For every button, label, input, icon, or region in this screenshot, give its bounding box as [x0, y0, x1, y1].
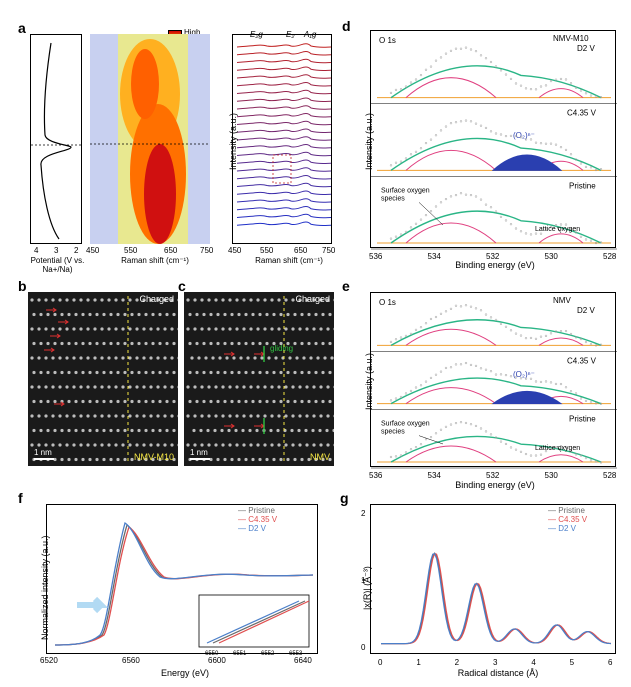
xf-t1: 6560	[122, 656, 140, 665]
svg-text:D2 V: D2 V	[577, 306, 595, 315]
ramanlines-t3: 650	[294, 246, 307, 255]
legend-f: — Pristine — C4.35 V — D2 V	[238, 506, 277, 533]
ramanmap-t1: 450	[86, 246, 99, 255]
ramanlines-t2: 550	[260, 246, 273, 255]
svg-text:528: 528	[603, 471, 617, 480]
svg-text:Surface oxygen: Surface oxygen	[381, 187, 430, 194]
potential-tick-4: 4	[34, 246, 38, 255]
svg-text:C4.35 V: C4.35 V	[567, 109, 597, 118]
svg-text:6: 6	[608, 658, 613, 667]
label-a: a	[18, 20, 26, 36]
svg-text:4: 4	[531, 658, 536, 667]
svg-text:D2 V: D2 V	[577, 44, 595, 53]
label-e: e	[342, 278, 350, 294]
svg-text:C4.35 V: C4.35 V	[567, 356, 597, 365]
scalebar-c: 1 nm	[190, 448, 210, 460]
scalebar-b: 1 nm	[34, 448, 54, 460]
stem-image-b: Charged NMV-M10 1 nm	[28, 292, 178, 466]
svg-text:2: 2	[455, 658, 460, 667]
gliding-label: gliding	[270, 344, 293, 353]
svg-text:1: 1	[416, 658, 421, 667]
xanes-ylabel: Normalized intensity (a.u.)	[40, 535, 50, 640]
xps-e: O 1sNMVD2 V(O₂)ⁿ⁻C4.35 VPristineSurface …	[370, 292, 616, 467]
svg-text:NMV-M10: NMV-M10	[553, 34, 589, 43]
xps-d-xlabel: Binding energy (eV)	[440, 260, 550, 270]
potential-tick-2: 2	[74, 246, 78, 255]
svg-text:2: 2	[361, 509, 366, 518]
svg-text:5: 5	[570, 658, 575, 667]
raman-map	[90, 34, 210, 244]
xps-d-ylabel: Intensity (a.u.)	[364, 113, 374, 170]
mode-e2g: E₂g	[250, 30, 263, 39]
label-d: d	[342, 18, 351, 34]
svg-text:Lattice oxygen: Lattice oxygen	[535, 226, 580, 233]
potential-tick-3: 3	[54, 246, 58, 255]
sample-c: NMV	[310, 452, 330, 462]
svg-text:species: species	[381, 429, 405, 436]
mode-a1g: A₁g	[304, 30, 316, 39]
svg-text:6551: 6551	[233, 651, 247, 655]
ramanlines-t1: 450	[228, 246, 241, 255]
label-b: b	[18, 278, 27, 294]
xps-d: O 1sNMV-M10D2 V(O₂)ⁿ⁻C4.35 VPristineSurf…	[370, 30, 616, 248]
svg-text:Lattice oxygen: Lattice oxygen	[535, 445, 580, 452]
svg-text:6552: 6552	[261, 651, 275, 655]
ramanlines-t4: 750	[322, 246, 335, 255]
xf-t0: 6520	[40, 656, 58, 665]
ramanlines-xlabel: Raman shift (cm⁻¹)	[244, 256, 334, 265]
svg-text:species: species	[381, 195, 405, 202]
svg-text:0: 0	[378, 658, 383, 667]
exafs-ylabel: |x(R)| (Å⁻³)	[362, 566, 373, 610]
svg-text:O 1s: O 1s	[379, 298, 396, 307]
svg-text:Pristine: Pristine	[569, 415, 596, 424]
ramanmap-t3: 650	[164, 246, 177, 255]
potential-chart	[30, 34, 82, 244]
potential-xlabel: Potential (V vs. Na+/Na)	[20, 256, 95, 274]
svg-text:528: 528	[603, 252, 617, 261]
xps-e-xlabel: Binding energy (eV)	[440, 480, 550, 490]
xf-t3: 6640	[294, 656, 312, 665]
svg-text:Pristine: Pristine	[569, 181, 596, 190]
ramanlines-ylabel: Intensity (a.u.)	[228, 113, 238, 170]
exafs-xlabel: Radical distance (Å)	[448, 668, 548, 678]
mode-e2: E₂	[286, 30, 294, 39]
svg-text:3: 3	[493, 658, 498, 667]
raman-lines	[232, 34, 332, 244]
svg-text:O 1s: O 1s	[379, 36, 396, 45]
legend-g: — Pristine — C4.35 V — D2 V	[548, 506, 587, 533]
svg-text:6550: 6550	[205, 651, 219, 655]
svg-text:Surface oxygen: Surface oxygen	[381, 421, 430, 428]
charged-c: Charged	[295, 294, 330, 304]
xanes-xlabel: Energy (eV)	[150, 668, 220, 678]
stem-image-c: Charged NMV gliding 1 nm	[184, 292, 334, 466]
ramanmap-t4: 750	[200, 246, 213, 255]
svg-text:530: 530	[545, 471, 559, 480]
xf-t2: 6600	[208, 656, 226, 665]
ramanmap-xlabel: Raman shift (cm⁻¹)	[110, 256, 200, 265]
sample-b: NMV-M10	[134, 452, 174, 462]
svg-text:536: 536	[369, 252, 383, 261]
xps-e-ylabel: Intensity (a.u.)	[364, 353, 374, 410]
ramanmap-t2: 550	[124, 246, 137, 255]
xanes-f: 6550 6551 6552 6553	[46, 504, 318, 654]
svg-text:0: 0	[361, 643, 366, 652]
charged-b: Charged	[139, 294, 174, 304]
svg-text:532: 532	[486, 471, 500, 480]
svg-text:534: 534	[428, 471, 442, 480]
label-g: g	[340, 490, 349, 506]
svg-text:6553: 6553	[289, 651, 303, 655]
svg-text:536: 536	[369, 471, 383, 480]
svg-text:NMV: NMV	[553, 296, 571, 305]
label-f: f	[18, 490, 23, 506]
